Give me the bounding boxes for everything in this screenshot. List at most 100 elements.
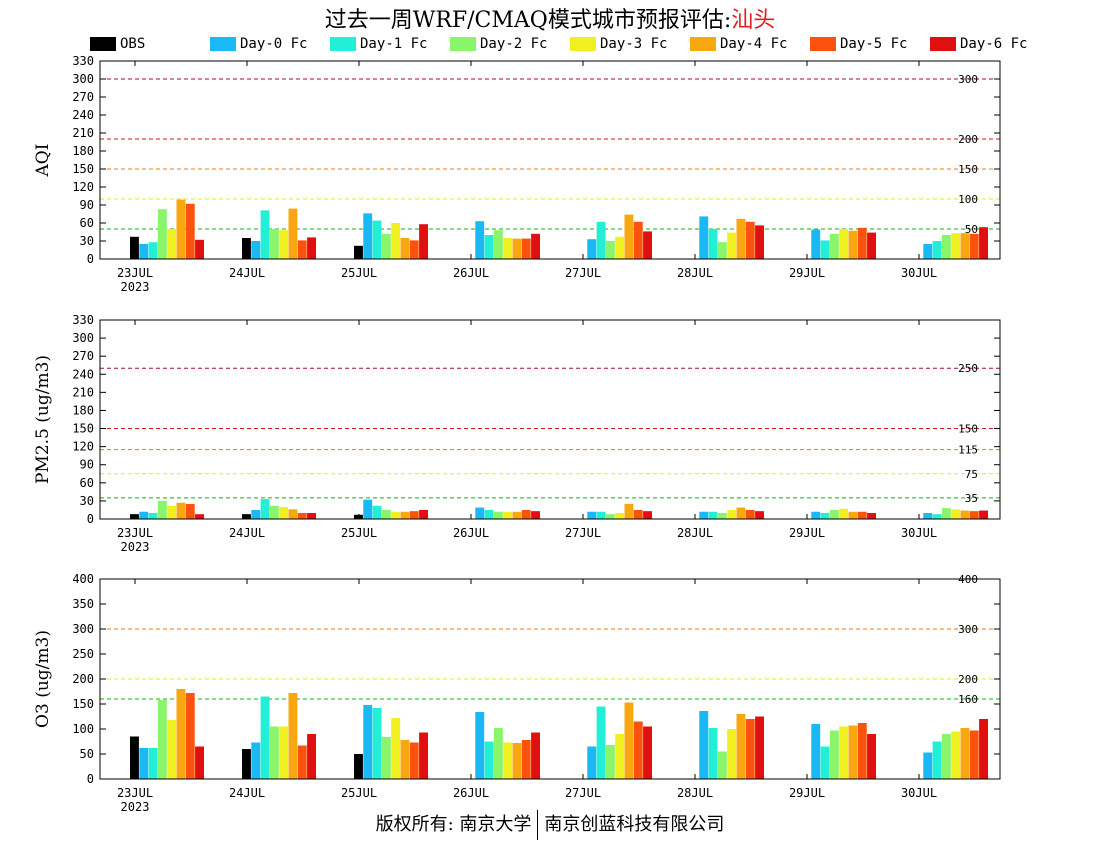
legend-item: Day-6 Fc [930, 34, 1027, 54]
legend-label: Day-3 Fc [600, 36, 668, 52]
y-tick-label: 60 [80, 216, 94, 230]
y-tick-label: 210 [72, 385, 94, 399]
y-tick-label: 180 [72, 144, 94, 158]
bar [130, 514, 139, 519]
bar [185, 203, 195, 259]
bar [820, 512, 830, 519]
bar [867, 512, 876, 519]
bar [195, 239, 204, 259]
bar [624, 214, 634, 259]
bar [717, 242, 727, 259]
reference-line-label: 150 [958, 423, 978, 436]
x-year-label: 2023 [121, 280, 150, 294]
x-tick-label: 23JUL [117, 786, 153, 800]
bar [736, 507, 746, 519]
bar [923, 244, 933, 259]
footer-company: 南京创蓝科技有限公司 [544, 814, 725, 835]
bar [820, 746, 830, 779]
y-tick-label: 60 [80, 476, 94, 490]
bar [381, 233, 391, 259]
bar [979, 227, 988, 259]
footer: 版权所有: 南京大学 南京创蓝科技有限公司 [0, 810, 1100, 840]
bar [354, 754, 363, 779]
bar [643, 726, 652, 779]
y-tick-label: 100 [72, 722, 94, 736]
y-tick-label: 300 [72, 72, 94, 86]
bar [297, 512, 307, 519]
bar [139, 748, 149, 779]
bar [699, 511, 709, 519]
y-tick-label: 120 [72, 180, 94, 194]
bar [605, 745, 615, 779]
legend-swatch [210, 37, 236, 51]
y-tick-label: 0 [87, 252, 94, 266]
bar [633, 509, 643, 519]
bar [923, 752, 933, 779]
bar [297, 240, 307, 259]
bar [839, 726, 849, 779]
bar [745, 509, 755, 519]
bar [727, 232, 737, 259]
bar [811, 724, 821, 779]
bar [587, 746, 597, 779]
bar [615, 512, 625, 519]
bar [157, 500, 167, 519]
x-tick-label: 26JUL [453, 266, 489, 280]
y-tick-label: 30 [80, 494, 94, 508]
bar [615, 734, 625, 779]
bar [148, 748, 158, 779]
bar [755, 716, 764, 779]
y-axis-label: PM2.5 (ug/m3) [33, 355, 53, 484]
bar [605, 514, 615, 519]
bar [372, 708, 382, 779]
legend-swatch [810, 37, 836, 51]
y-tick-label: 180 [72, 403, 94, 417]
y-tick-label: 330 [72, 313, 94, 327]
bar [400, 511, 410, 519]
bar [354, 245, 363, 259]
bar [699, 711, 709, 779]
bar [391, 511, 401, 519]
bar [521, 238, 531, 259]
bar [167, 505, 177, 519]
bar [736, 714, 746, 779]
y-tick-label: 0 [87, 512, 94, 526]
bar [811, 511, 821, 519]
x-tick-label: 29JUL [789, 266, 825, 280]
bar [839, 508, 849, 519]
legend-label: Day-0 Fc [240, 36, 308, 52]
bar [503, 742, 513, 779]
reference-line-label: 150 [958, 163, 978, 176]
bar [269, 726, 279, 779]
bar [755, 511, 764, 519]
x-tick-label: 24JUL [229, 786, 265, 800]
bar [736, 218, 746, 259]
y-tick-label: 0 [87, 772, 94, 786]
bar [531, 233, 540, 259]
bar [307, 512, 316, 519]
x-tick-label: 27JUL [565, 266, 601, 280]
legend-item: Day-5 Fc [810, 34, 907, 54]
bar [941, 508, 951, 519]
y-tick-label: 250 [72, 647, 94, 661]
bar [242, 749, 251, 779]
bar [521, 509, 531, 519]
bar [587, 239, 597, 259]
bar [848, 511, 858, 519]
bar [633, 721, 643, 779]
y-tick-label: 200 [72, 672, 94, 686]
x-tick-label: 27JUL [565, 786, 601, 800]
bar [755, 225, 764, 259]
reference-line-label: 250 [958, 362, 978, 375]
y-tick-label: 50 [80, 747, 94, 761]
y-tick-label: 30 [80, 234, 94, 248]
bar [857, 511, 867, 519]
legend: OBS Day-0 Fc Day-1 Fc Day-2 Fc Day-3 Fc Day-4… [0, 34, 1100, 54]
bar [260, 499, 270, 519]
bar [857, 227, 867, 259]
bar [979, 510, 988, 519]
bar [363, 213, 373, 259]
x-tick-label: 30JUL [901, 786, 937, 800]
bar [260, 210, 270, 259]
